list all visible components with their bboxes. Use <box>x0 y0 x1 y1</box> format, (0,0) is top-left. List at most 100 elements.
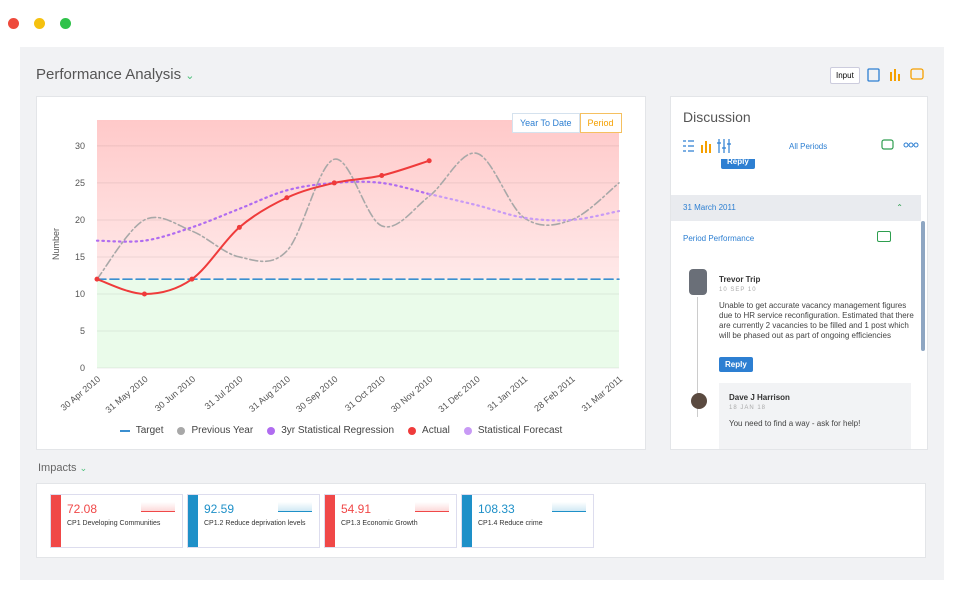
section-title: Period Performance <box>683 234 755 243</box>
x-tick-label: 31 May 2010 <box>103 374 149 415</box>
more <box>913 142 919 148</box>
thread-line <box>697 297 698 417</box>
legend-label: 3yr Statistical Regression <box>281 425 395 436</box>
legend-item: 3yr Statistical Regression <box>267 425 394 436</box>
sparkline <box>552 502 586 512</box>
data-point <box>141 291 147 297</box>
reply-author: Dave J Harrison <box>729 393 790 402</box>
impact-card: 72.08 CP1 Developing Communities <box>50 494 183 548</box>
list-icon[interactable] <box>683 140 694 152</box>
data-point <box>94 276 100 282</box>
impact-status <box>188 495 198 547</box>
x-tick-label: 30 Nov 2010 <box>389 374 435 414</box>
y-tick-label: 15 <box>75 252 85 262</box>
x-tick-label: 28 Feb 2011 <box>532 374 577 414</box>
chart-card: 0 5 10 15 20 25 30 Number 30 Apr 2010 31 May 2010… <box>36 96 646 450</box>
impacts-title: Impacts ⌄ <box>38 462 88 474</box>
impact-status <box>325 495 335 547</box>
avatar <box>689 269 707 295</box>
input-button[interactable]: Input <box>830 67 860 84</box>
discussion-title: Discussion <box>683 109 751 125</box>
y-tick-label: 30 <box>75 141 85 151</box>
x-tick-label: 30 Apr 2010 <box>59 374 103 413</box>
reply-button[interactable]: Reply <box>721 159 755 169</box>
impact-label: CP1.3 Economic Growth <box>341 520 418 527</box>
y-axis-label: Number <box>51 228 61 260</box>
impact-value: 54.91 <box>341 502 372 516</box>
data-point <box>189 276 195 282</box>
comment-icon[interactable] <box>910 68 924 80</box>
reply-button[interactable]: Reply <box>719 357 753 372</box>
bars-icon[interactable] <box>701 145 703 153</box>
section-comment-icon[interactable] <box>877 231 891 242</box>
impact-value: 108.33 <box>478 502 515 516</box>
series-line <box>96 152 620 280</box>
legend-item: Previous Year <box>177 425 253 436</box>
period-button[interactable]: Period <box>579 113 622 133</box>
legend-label: Actual <box>422 425 450 436</box>
data-point <box>284 195 290 201</box>
legend-item: Target <box>119 425 164 436</box>
impact-status <box>51 495 61 547</box>
window-zoom[interactable] <box>60 18 71 29</box>
bars-icon <box>709 144 711 153</box>
x-tick-label: 31 Jul 2010 <box>203 374 245 412</box>
reply-date: 18 JAN 18 <box>729 405 767 411</box>
bar-icon[interactable] <box>890 72 892 81</box>
calc-icon[interactable] <box>867 68 880 82</box>
legend-item: Actual <box>408 425 450 436</box>
impacts-text: Impacts <box>38 462 77 474</box>
page-title: Performance Analysis ⌄ <box>36 66 195 83</box>
legend-label: Statistical Forecast <box>477 425 563 436</box>
add-comment[interactable] <box>881 139 894 150</box>
x-tick-label: 31 Mar 2011 <box>580 374 625 414</box>
x-tick-label: 31 Aug 2010 <box>247 374 292 414</box>
data-point <box>331 180 337 186</box>
reply-text: You need to find a way - ask for help! <box>729 419 861 428</box>
comment-date: 10 SEP 10 <box>719 287 757 293</box>
legend-swatch <box>177 426 186 435</box>
sparkline <box>278 502 312 512</box>
data-point <box>379 173 385 179</box>
x-tick-label: 30 Sep 2010 <box>294 374 340 414</box>
title-text: Performance Analysis <box>36 66 182 83</box>
data-point <box>426 158 432 164</box>
discussion-card: Discussion All Periods Reply 31 March 20… <box>670 96 928 450</box>
y-tick-label: 5 <box>80 326 85 336</box>
y-tick-label: 0 <box>80 363 85 373</box>
data-point <box>236 224 242 230</box>
above-target-band <box>97 120 619 280</box>
impact-card: 92.59 CP1.2 Reduce deprivation levels <box>187 494 320 548</box>
period-filter[interactable]: All Periods <box>789 142 828 151</box>
impact-card: 108.33 CP1.4 Reduce crime <box>461 494 594 548</box>
reply-box <box>719 383 911 449</box>
series-line <box>96 159 431 295</box>
x-tick-label: 31 Oct 2010 <box>343 374 387 413</box>
comment-author: Trevor Trip <box>719 275 761 284</box>
ytd-button[interactable]: Year To Date <box>512 113 580 133</box>
window-close[interactable] <box>8 18 19 29</box>
bars-icon <box>705 141 707 153</box>
x-tick-label: 30 Jun 2010 <box>153 374 197 414</box>
x-tick-label: 31 Dec 2010 <box>436 374 482 414</box>
header-icons <box>867 68 924 82</box>
legend-swatch <box>119 429 130 432</box>
scroll-fade: Reply <box>671 159 927 173</box>
legend: Target Previous Year 3yr Statistical Regre… <box>37 425 645 436</box>
legend-swatch <box>463 426 472 435</box>
legend-swatch <box>267 426 276 435</box>
bar-icon <box>894 69 896 81</box>
y-tick-label: 20 <box>75 215 85 225</box>
bar-icon <box>898 74 900 81</box>
series-line <box>95 180 431 243</box>
window-minimize[interactable] <box>34 18 45 29</box>
filter-icon[interactable] <box>717 139 731 153</box>
impact-value: 92.59 <box>204 502 235 516</box>
more[interactable] <box>903 142 909 148</box>
discussion-tools <box>683 139 731 153</box>
date-text: 31 March 2011 <box>683 203 736 212</box>
scrollbar[interactable] <box>921 221 925 351</box>
y-tick-label: 25 <box>75 178 85 188</box>
legend-label: Target <box>135 425 164 436</box>
